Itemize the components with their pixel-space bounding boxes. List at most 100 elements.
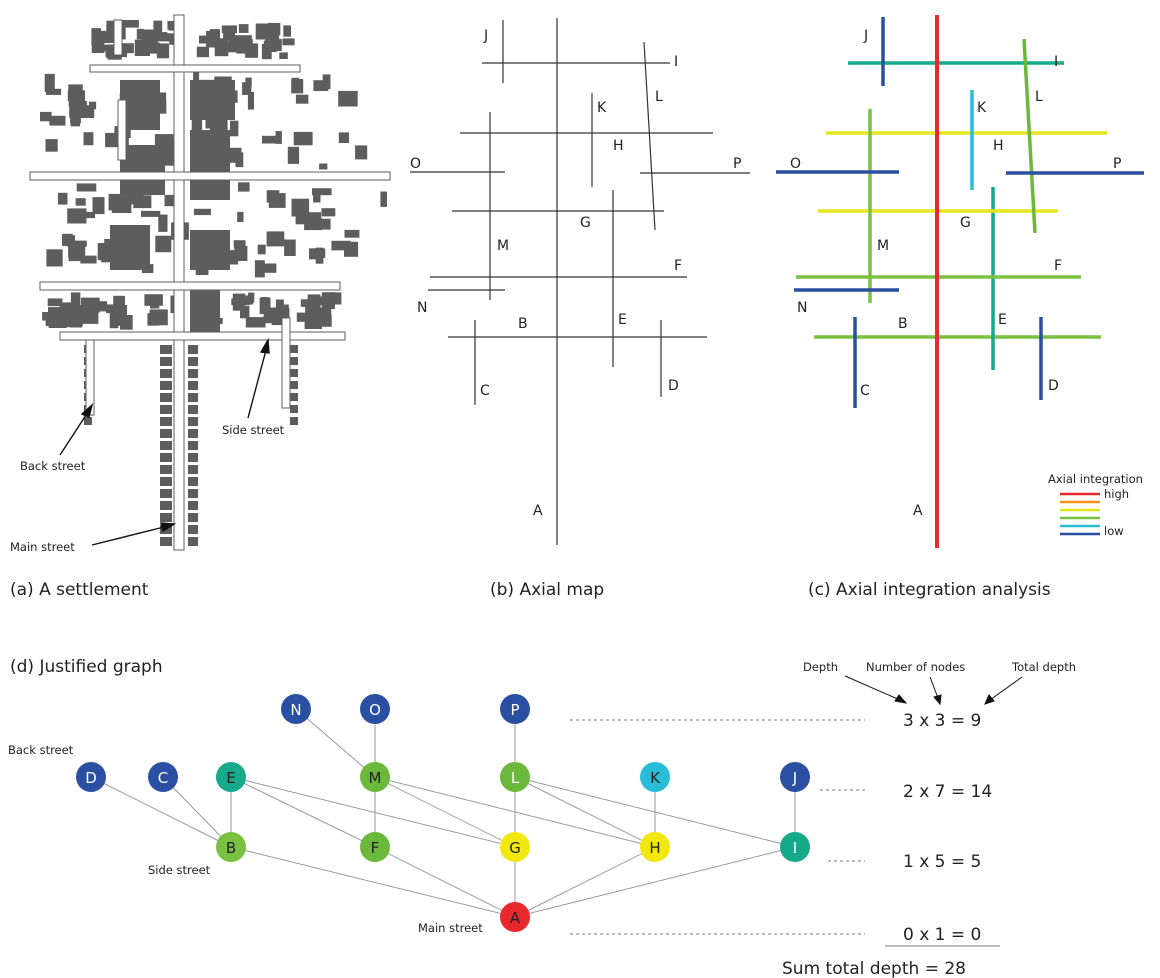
integration-label-E: E (998, 312, 1007, 328)
street (113, 19, 123, 56)
building-block (188, 537, 198, 546)
main-street-label: Main street (10, 540, 75, 554)
building-block (313, 80, 329, 91)
graph-node-G (500, 832, 530, 862)
building-block (160, 489, 172, 498)
building-block (155, 235, 172, 253)
building-block (188, 405, 198, 414)
building-block (160, 441, 172, 450)
building-block (79, 211, 95, 219)
side-street-arrow (247, 349, 267, 419)
building-block (46, 249, 63, 267)
side-street-label: Side street (222, 423, 285, 437)
graph-edge-I-A (514, 846, 796, 918)
building-block (188, 525, 198, 534)
main-street-arrow (91, 526, 165, 546)
graph-node-label-B: B (226, 839, 236, 857)
axial-integration-map: A B C D E F G H I J K L M N O P (776, 15, 1144, 548)
street (89, 64, 301, 73)
building-block (283, 25, 291, 37)
building-block (141, 210, 161, 217)
graph-node-label-M: M (369, 769, 382, 787)
building-block (290, 393, 298, 401)
building-block (227, 250, 239, 265)
building-block (262, 135, 277, 144)
axial-label-N: N (417, 300, 427, 316)
building-block (68, 84, 83, 95)
row-equation-0: 0 x 1 = 0 (903, 925, 981, 945)
axial-label-E: E (618, 312, 627, 328)
building-block (263, 40, 277, 52)
courtyard-block (190, 80, 235, 120)
building-block (188, 357, 198, 366)
building-block (160, 381, 172, 390)
building-block (160, 453, 172, 462)
building-block (245, 317, 266, 328)
integration-label-H: H (993, 138, 1004, 154)
courtyard-block (190, 130, 230, 200)
courtyard-block (120, 145, 165, 195)
building-block (81, 297, 100, 313)
street (117, 99, 127, 161)
street (39, 281, 341, 291)
building-block (136, 28, 144, 40)
back-street-arrowhead (80, 402, 94, 418)
building-block (240, 305, 250, 319)
axial-label-K: K (597, 100, 607, 116)
building-block (121, 20, 139, 28)
building-block (91, 28, 102, 46)
building-block (160, 405, 172, 414)
building-block (70, 320, 82, 328)
building-block (261, 297, 269, 312)
header-depth: Depth (803, 660, 838, 674)
building-block (257, 244, 266, 255)
building-block (147, 313, 160, 326)
graph-node-label-I: I (793, 839, 797, 857)
courtyard-block (190, 230, 230, 270)
building-block (188, 429, 198, 438)
building-block (305, 212, 321, 222)
building-block (188, 417, 198, 426)
building-block (102, 45, 113, 52)
building-block (267, 22, 281, 36)
building-block (279, 304, 289, 321)
building-block (291, 198, 310, 217)
integration-label-L: L (1035, 89, 1043, 105)
graph-edge-D-B (90, 776, 232, 848)
building-block (321, 208, 336, 217)
building-block (295, 94, 309, 104)
building-block (300, 299, 314, 307)
building-block (84, 417, 92, 425)
caption-c: (c) Axial integration analysis (808, 580, 1051, 600)
building-block (98, 301, 108, 312)
building-block (153, 20, 163, 33)
building-block (160, 417, 172, 426)
building-block (70, 114, 81, 127)
building-block (319, 163, 328, 170)
graph-node-label-N: N (290, 701, 301, 719)
courtyard-block (120, 80, 160, 130)
building-block (160, 429, 172, 438)
integration-label-M: M (877, 238, 889, 254)
building-block (158, 214, 168, 232)
graph-node-N (281, 694, 311, 724)
graph-node-M (360, 762, 390, 792)
building-block (355, 145, 368, 160)
axial-label-C: C (480, 383, 490, 399)
graph-edge-C-B (162, 776, 232, 848)
building-block (338, 132, 349, 143)
caption-b: (b) Axial map (490, 580, 604, 600)
graph-node-E (216, 762, 246, 792)
main-street-arrowhead (160, 522, 177, 533)
graph-node-H (640, 832, 670, 862)
integration-label-O: O (790, 156, 801, 172)
graph-edge-H-A (514, 846, 656, 918)
graph-edge-N-M (295, 708, 376, 778)
building-block (231, 298, 250, 306)
graph-node-F (360, 832, 390, 862)
graph-node-label-A: A (510, 909, 521, 927)
building-block (156, 43, 170, 59)
building-block (160, 369, 172, 378)
building-block (80, 310, 99, 324)
building-block (191, 114, 203, 131)
